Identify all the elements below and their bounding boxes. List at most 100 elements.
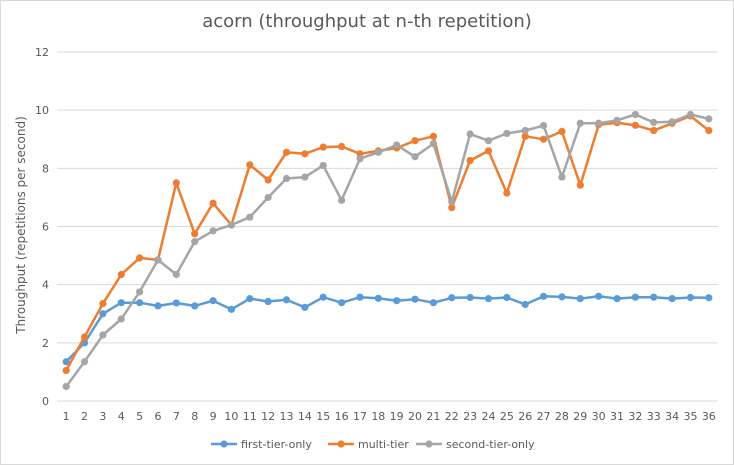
x-tick-label: 2: [81, 410, 88, 423]
data-point: [558, 173, 566, 181]
x-tick-label: 27: [537, 410, 551, 423]
legend-item-second-tier-only: second-tier-only: [416, 438, 535, 451]
data-point: [539, 121, 548, 130]
legend-item-first-tier-only: first-tier-only: [211, 438, 312, 451]
x-tick-label: 15: [316, 410, 330, 423]
x-tick-label: 29: [573, 410, 587, 423]
data-point: [466, 156, 474, 165]
data-point: [319, 161, 327, 170]
x-tick-label: 12: [261, 410, 275, 423]
data-point: [117, 299, 125, 307]
data-point: [503, 293, 511, 302]
data-point: [503, 129, 511, 138]
data-point: [686, 110, 695, 119]
data-point: [668, 118, 676, 126]
x-tick-label: 18: [371, 410, 385, 423]
data-point: [282, 174, 291, 183]
data-point: [301, 150, 309, 158]
x-tick-label: 31: [610, 410, 624, 423]
data-point: [393, 141, 401, 149]
x-tick-label: 11: [243, 410, 257, 423]
data-point: [246, 295, 254, 303]
data-point: [539, 292, 548, 300]
x-tick-label: 4: [118, 410, 125, 423]
data-point: [686, 293, 695, 302]
data-point: [484, 295, 493, 303]
data-point: [172, 299, 180, 307]
x-tick-label: 8: [191, 410, 198, 423]
x-tick-label: 24: [481, 410, 495, 423]
series-line-second-tier-only: [65, 113, 710, 388]
data-point: [429, 140, 438, 148]
legend: first-tier-only multi-tier second-tier-onl…: [211, 438, 535, 451]
data-point: [209, 199, 217, 207]
data-point: [448, 203, 456, 212]
data-point: [99, 299, 107, 308]
data-point: [576, 295, 584, 303]
data-point: [595, 292, 603, 300]
x-tick-label: 17: [353, 410, 367, 423]
data-point: [374, 148, 382, 156]
data-point: [191, 230, 199, 238]
legend-label: multi-tier: [358, 438, 409, 451]
y-axis-ticks: 0 2 4 6 8 10 12: [35, 46, 49, 408]
data-point: [264, 176, 272, 184]
data-point: [631, 293, 639, 301]
x-tick-label: 6: [154, 410, 161, 423]
y-tick-label: 8: [42, 162, 49, 175]
y-tick-label: 10: [35, 104, 49, 117]
data-point: [429, 299, 438, 307]
data-point: [576, 119, 584, 127]
data-point: [466, 130, 474, 138]
x-tick-label: 3: [99, 410, 106, 423]
x-tick-label: 14: [298, 410, 312, 423]
data-point: [337, 299, 346, 307]
x-tick-label: 20: [408, 410, 422, 423]
data-point: [356, 150, 364, 158]
y-tick-label: 6: [42, 221, 49, 234]
y-tick-label: 4: [42, 279, 49, 292]
data-point: [282, 148, 291, 156]
x-tick-label: 33: [647, 410, 661, 423]
data-point: [484, 137, 493, 145]
data-point: [337, 142, 346, 151]
data-point: [154, 302, 162, 310]
x-tick-label: 34: [665, 410, 679, 423]
x-axis-ticks: 1 2 3 4 5 6 7 8 9 10 11 12 13 14 15 16 17 18 19 20 21 22 23 24 2…: [63, 410, 716, 423]
data-point: [411, 295, 419, 303]
legend-label: first-tier-only: [241, 438, 312, 451]
data-point: [576, 181, 584, 189]
x-tick-label: 26: [518, 410, 532, 423]
series-first-tier-only: [62, 292, 713, 366]
data-point: [411, 137, 419, 145]
data-point: [650, 293, 658, 301]
x-tick-label: 23: [463, 410, 477, 423]
data-point: [374, 294, 382, 302]
legend-swatch-marker: [425, 440, 433, 448]
data-point: [539, 135, 548, 143]
y-tick-label: 12: [35, 46, 49, 59]
data-point: [62, 366, 70, 375]
y-axis-label: Throughput (repetitions per second): [14, 116, 28, 335]
data-point: [411, 153, 419, 161]
x-tick-label: 25: [500, 410, 514, 423]
series-line-multi-tier: [65, 114, 710, 372]
data-point: [62, 358, 70, 366]
data-point: [264, 193, 272, 202]
data-point: [117, 315, 125, 323]
data-point: [172, 270, 180, 279]
data-point: [650, 126, 658, 135]
data-point: [668, 295, 676, 303]
x-tick-label: 9: [210, 410, 217, 423]
data-point: [62, 382, 70, 391]
data-point: [319, 293, 327, 301]
data-point: [705, 115, 713, 123]
x-tick-label: 28: [555, 410, 569, 423]
data-point: [154, 256, 162, 264]
data-point: [99, 331, 107, 339]
data-point: [191, 302, 199, 310]
data-point: [319, 143, 327, 151]
legend-swatch-marker: [337, 440, 345, 448]
